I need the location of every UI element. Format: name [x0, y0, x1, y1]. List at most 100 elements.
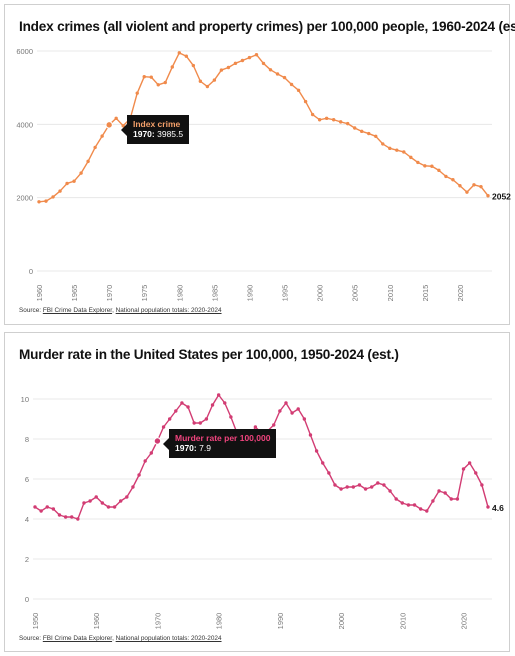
x-tick-label: 1990: [245, 285, 254, 302]
data-point: [44, 199, 48, 203]
data-point: [444, 174, 448, 179]
data-point: [374, 134, 378, 138]
data-point: [100, 501, 105, 505]
data-point: [198, 79, 203, 83]
data-point: [112, 505, 117, 509]
data-point: [351, 485, 356, 489]
data-point: [261, 61, 266, 66]
data-point: [290, 411, 294, 415]
data-point: [406, 503, 411, 507]
data-point: [418, 507, 423, 511]
data-point: [317, 118, 322, 122]
data-point: [191, 63, 196, 68]
data-point: [486, 505, 490, 509]
end-value-label: 2052.5: [492, 192, 511, 202]
tooltip-year: 1970:: [175, 443, 197, 453]
data-point: [177, 51, 182, 55]
data-point: [119, 499, 123, 503]
data-point: [412, 503, 417, 507]
data-point: [437, 168, 441, 173]
data-point: [423, 164, 427, 168]
data-point: [443, 491, 447, 495]
x-tick-label: 2015: [421, 285, 430, 302]
data-point: [216, 393, 221, 397]
data-point: [76, 517, 80, 521]
highlight-point: [105, 121, 113, 129]
data-point: [296, 407, 300, 411]
chart-title: Index crimes (all violent and property c…: [19, 19, 515, 34]
data-point: [353, 126, 357, 130]
data-point: [449, 497, 453, 501]
data-point: [254, 53, 259, 57]
data-point: [461, 467, 466, 471]
source-link-population[interactable]: National population totals: 2020-2024: [115, 307, 222, 314]
data-point: [143, 459, 147, 463]
data-point: [125, 495, 129, 499]
data-point: [296, 88, 301, 93]
source-prefix: Source:: [19, 635, 43, 642]
data-point: [345, 121, 350, 126]
highlight-point: [153, 437, 162, 445]
data-point: [229, 415, 233, 419]
data-point: [376, 481, 380, 485]
x-tick-label: 2000: [337, 613, 346, 630]
data-point: [331, 118, 336, 122]
data-point: [363, 487, 368, 491]
data-point: [479, 184, 483, 189]
data-point: [233, 61, 238, 66]
source-link-fbi[interactable]: FBI Crime Data Explorer: [42, 307, 113, 314]
data-point: [431, 499, 435, 503]
data-point: [33, 505, 37, 509]
tooltip-series-name: Murder rate per 100,000: [175, 433, 271, 443]
x-tick-label: 1960: [35, 285, 44, 302]
data-point: [57, 513, 62, 517]
x-tick-label: 1980: [175, 285, 184, 302]
index-crime-chart: 0 2000 4000 6000 1960 1965 1970 1975 1980 1985 199…: [16, 47, 511, 302]
y-tick-label: 2000: [16, 194, 33, 203]
data-point: [170, 65, 174, 69]
data-point: [186, 405, 190, 409]
chart-source: Source: FBI Crime Data Explorer, Nationa…: [19, 635, 222, 642]
data-point: [149, 451, 154, 455]
data-point: [63, 515, 68, 519]
data-point: [45, 505, 49, 509]
murder-rate-chart-panel: Murder rate in the United States per 100…: [4, 332, 510, 652]
source-separator: ,: [112, 307, 116, 314]
tooltip-year: 1970:: [133, 129, 155, 139]
data-point: [58, 189, 62, 193]
data-point: [381, 142, 385, 146]
data-point: [472, 183, 476, 187]
murder-rate-chart: 0 2 4 6 8 10 1950 1960 1970 1980 1990 2000 2010 2020 4…: [21, 393, 504, 630]
data-point: [333, 483, 337, 487]
data-point: [226, 65, 231, 70]
data-point: [310, 112, 315, 117]
data-point: [395, 148, 399, 152]
data-point: [204, 417, 209, 421]
data-point: [303, 99, 308, 104]
x-tick-label: 1990: [276, 613, 285, 630]
data-point: [480, 483, 484, 487]
data-point: [240, 58, 245, 63]
y-tick-label: 10: [21, 395, 29, 404]
data-point: [338, 120, 343, 124]
data-point: [94, 495, 98, 499]
data-point: [174, 409, 178, 413]
data-point: [324, 116, 329, 121]
data-point: [289, 82, 294, 87]
data-point: [416, 160, 420, 165]
data-point: [135, 91, 139, 95]
data-point: [367, 131, 371, 136]
data-point: [167, 417, 172, 421]
data-point: [180, 401, 184, 405]
source-link-population[interactable]: National population totals: 2020-2024: [115, 635, 222, 642]
source-link-fbi[interactable]: FBI Crime Data Explorer: [42, 635, 113, 642]
tooltip-value: 3985.5: [157, 129, 184, 139]
data-point: [79, 171, 83, 175]
tooltip-value: 7.9: [199, 443, 211, 453]
data-point: [212, 78, 217, 82]
data-point: [51, 507, 56, 511]
data-point: [161, 425, 166, 429]
data-point: [205, 84, 210, 89]
data-point: [65, 181, 69, 186]
data-point: [302, 417, 307, 421]
